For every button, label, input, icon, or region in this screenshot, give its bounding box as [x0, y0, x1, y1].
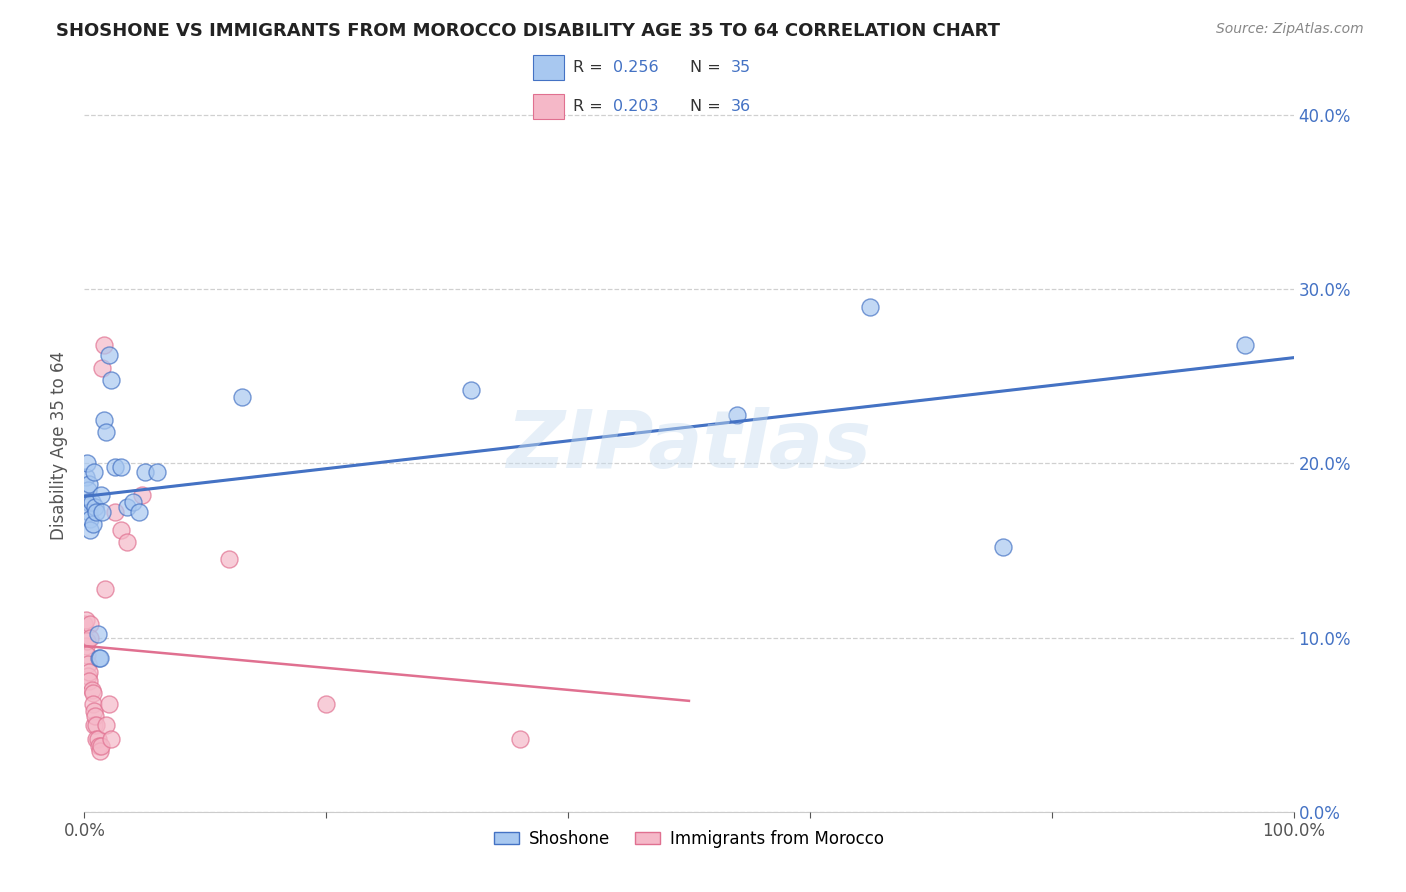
Point [104, 505, 127, 519]
Point [76, 634, 98, 648]
Text: 0.256: 0.256 [613, 60, 658, 75]
Point [75, 470, 97, 484]
Point [86, 731, 108, 746]
Point [83, 717, 105, 731]
Point [76, 457, 98, 471]
Point [79, 523, 101, 537]
Point [134, 465, 156, 479]
Text: ZIPatlas: ZIPatlas [506, 407, 872, 485]
Point [84, 500, 107, 514]
Point [93, 413, 115, 427]
Point [77, 505, 100, 519]
Point [79, 512, 101, 526]
Point [97, 697, 120, 711]
Point [79, 616, 101, 631]
Point [77, 657, 100, 671]
Point [86, 717, 108, 731]
Point [84, 709, 107, 723]
Point [110, 523, 132, 537]
Point [128, 505, 150, 519]
Point [110, 459, 132, 474]
Point [131, 488, 153, 502]
Point [83, 704, 105, 718]
Point [90, 488, 112, 502]
Point [77, 494, 100, 508]
Text: 36: 36 [731, 99, 751, 114]
Point [146, 465, 169, 479]
Point [94, 425, 117, 439]
Point [115, 534, 138, 549]
Point [460, 384, 482, 398]
FancyBboxPatch shape [533, 94, 564, 120]
Text: R =: R = [572, 60, 607, 75]
Point [77, 669, 100, 683]
Point [82, 517, 104, 532]
Point [77, 477, 100, 491]
Point [86, 505, 108, 519]
Point [725, 408, 748, 422]
Text: 0.203: 0.203 [613, 99, 658, 114]
Point [73, 616, 96, 631]
Point [75, 640, 97, 654]
Point [315, 697, 337, 711]
Point [82, 686, 104, 700]
Point [97, 348, 120, 362]
Point [80, 494, 103, 508]
Point [100, 373, 122, 387]
Point [91, 505, 114, 519]
Point [87, 651, 110, 665]
Point [93, 338, 115, 352]
Point [76, 648, 98, 662]
Point [79, 631, 101, 645]
Point [231, 390, 253, 404]
Point [94, 582, 117, 596]
Point [94, 717, 117, 731]
Point [90, 739, 112, 753]
Text: R =: R = [572, 99, 607, 114]
Point [77, 674, 100, 689]
Point [1234, 338, 1257, 352]
Point [104, 459, 127, 474]
Point [89, 651, 111, 665]
Point [75, 613, 97, 627]
Point [80, 682, 103, 697]
FancyBboxPatch shape [533, 54, 564, 80]
Point [77, 665, 100, 680]
Point [993, 540, 1015, 554]
Point [83, 465, 105, 479]
Text: 35: 35 [731, 60, 751, 75]
Point [121, 494, 143, 508]
Point [82, 697, 104, 711]
Legend: Shoshone, Immigrants from Morocco: Shoshone, Immigrants from Morocco [486, 823, 891, 855]
Point [91, 360, 114, 375]
Point [509, 731, 531, 746]
Text: N =: N = [690, 99, 727, 114]
Point [77, 483, 100, 497]
Point [86, 627, 108, 641]
Y-axis label: Disability Age 35 to 64: Disability Age 35 to 64 [51, 351, 69, 541]
Text: SHOSHONE VS IMMIGRANTS FROM MOROCCO DISABILITY AGE 35 TO 64 CORRELATION CHART: SHOSHONE VS IMMIGRANTS FROM MOROCCO DISA… [56, 22, 1000, 40]
Point [218, 552, 240, 566]
Point [87, 739, 110, 753]
Point [89, 744, 111, 758]
Text: N =: N = [690, 60, 727, 75]
Point [859, 300, 882, 314]
Point [115, 500, 138, 514]
Text: Source: ZipAtlas.com: Source: ZipAtlas.com [1216, 22, 1364, 37]
Point [86, 731, 108, 746]
Point [100, 731, 122, 746]
